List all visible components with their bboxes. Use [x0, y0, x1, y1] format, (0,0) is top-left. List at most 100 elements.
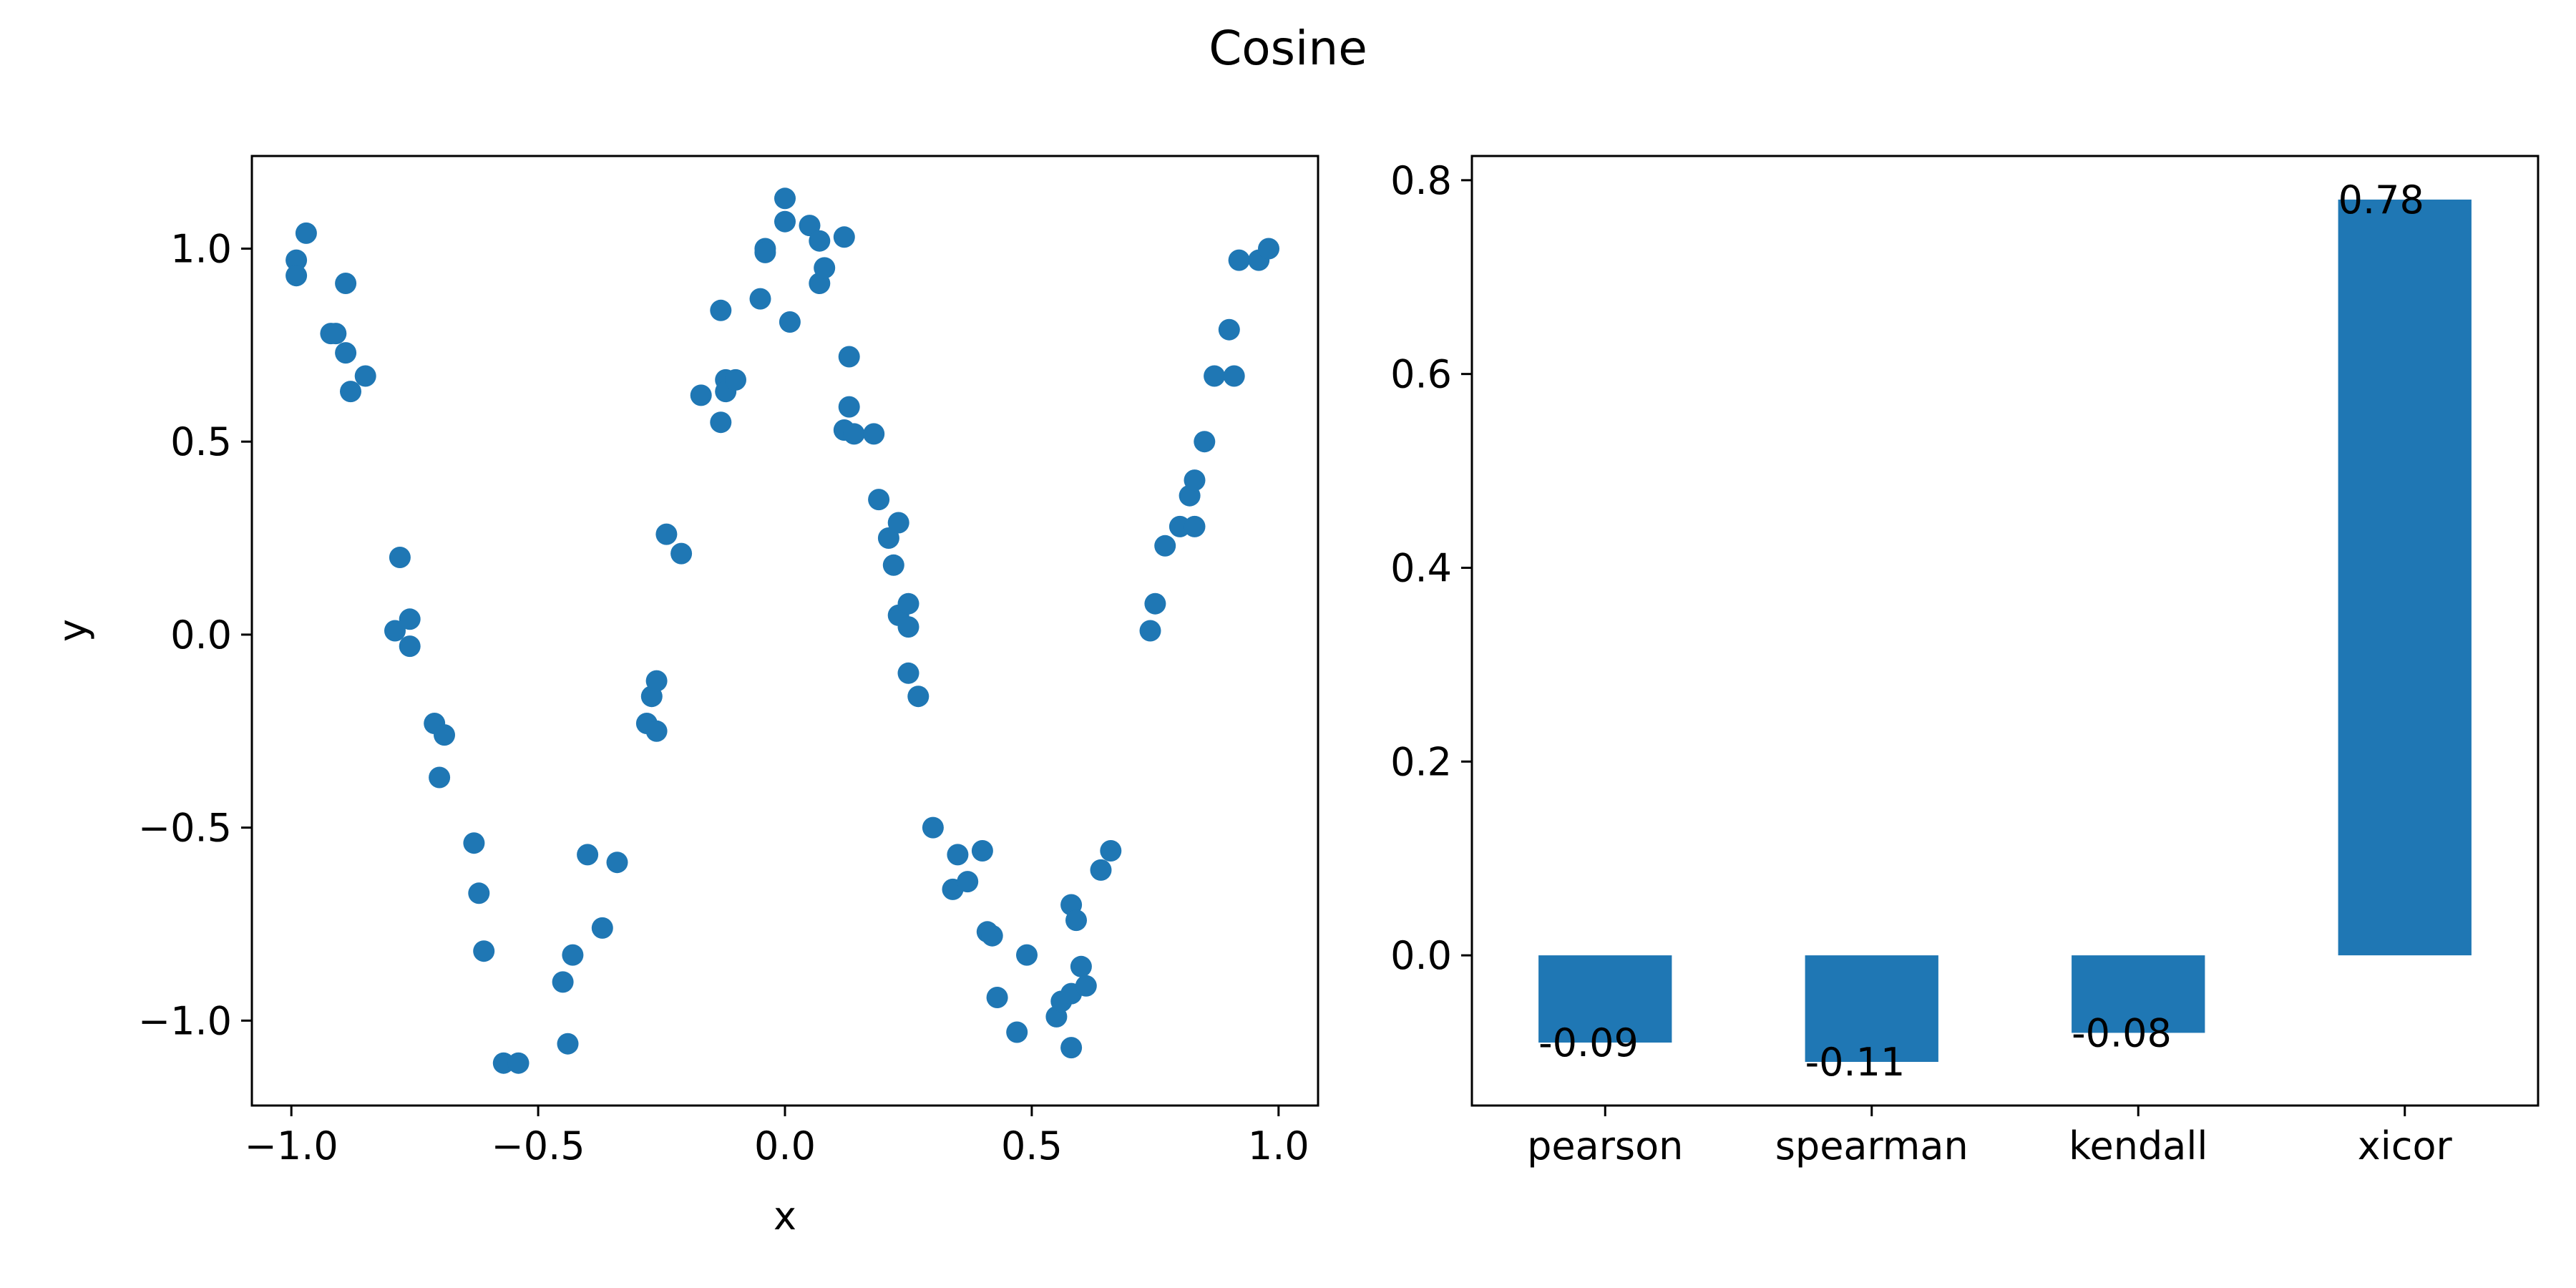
- bar-y-tick-label: 0.4: [1390, 545, 1452, 590]
- scatter-point: [1144, 592, 1166, 615]
- scatter-point: [1218, 318, 1240, 341]
- scatter-x-tick-label: 0.0: [754, 1123, 816, 1169]
- scatter-x-axis: −1.0 −0.5 0.0 0.5 1.0: [245, 1106, 1309, 1169]
- scatter-x-tick-label: 0.5: [1001, 1123, 1063, 1169]
- scatter-point: [814, 257, 836, 279]
- scatter-point: [1258, 238, 1279, 260]
- scatter-point: [562, 944, 584, 966]
- scatter-point: [1070, 955, 1092, 977]
- scatter-point: [340, 381, 361, 403]
- scatter-point: [710, 411, 732, 434]
- scatter-point: [1016, 944, 1038, 966]
- scatter-point: [897, 662, 919, 684]
- scatter-point: [606, 852, 628, 874]
- scatter-y-tick-label: 1.0: [170, 226, 232, 271]
- scatter-point: [887, 512, 909, 534]
- scatter-point: [335, 342, 357, 364]
- scatter-point: [843, 423, 865, 445]
- scatter-point: [1075, 975, 1097, 997]
- scatter-point: [1169, 515, 1191, 537]
- scatter-point: [897, 616, 919, 638]
- scatter-point: [907, 686, 930, 708]
- bar-x-axis: pearson spearman kendall xicor: [1527, 1106, 2452, 1169]
- scatter-point: [863, 423, 885, 445]
- bar-pearson: [1538, 955, 1672, 1043]
- scatter-point: [645, 670, 668, 692]
- scatter-y-tick-label: −1.0: [138, 998, 232, 1043]
- scatter-y-tick-label: 0.5: [170, 419, 232, 464]
- scatter-point: [774, 210, 796, 233]
- bar-category-label: xicor: [2358, 1123, 2453, 1169]
- scatter-point: [1154, 535, 1176, 557]
- scatter-point: [295, 222, 317, 244]
- scatter-panel: −1.0 −0.5 0.0 0.5 1.0 −1.0 −0.5 0.0 0.5 1.0 x y: [50, 155, 1319, 1239]
- scatter-point: [922, 816, 944, 839]
- scatter-point: [463, 832, 485, 854]
- scatter-y-axis: −1.0 −0.5 0.0 0.5 1.0: [138, 226, 252, 1043]
- bar-category-label: spearman: [1775, 1123, 1968, 1169]
- bar-y-tick-label: 0.0: [1390, 933, 1452, 978]
- scatter-point: [971, 840, 993, 862]
- scatter-point: [577, 844, 599, 866]
- figure-title: Cosine: [1209, 21, 1367, 76]
- scatter-point: [690, 384, 712, 406]
- scatter-point: [655, 523, 678, 545]
- scatter-point: [1184, 469, 1206, 492]
- scatter-point: [1065, 909, 1087, 932]
- scatter-y-tick-label: −0.5: [138, 806, 232, 851]
- scatter-point: [774, 187, 796, 210]
- scatter-points: [286, 187, 1279, 1074]
- scatter-point: [492, 1052, 514, 1074]
- scatter-point: [399, 608, 421, 630]
- bar-value-label: -0.08: [2072, 1010, 2172, 1055]
- scatter-point: [286, 249, 308, 271]
- scatter-point: [354, 365, 376, 387]
- scatter-point: [838, 346, 860, 368]
- scatter-point: [1090, 859, 1112, 881]
- scatter-point: [399, 635, 421, 658]
- bar-y-axis: 0.0 0.2 0.4 0.6 0.8: [1390, 158, 1472, 978]
- scatter-point: [754, 241, 776, 263]
- scatter-point: [882, 554, 904, 576]
- scatter-point: [868, 489, 890, 511]
- bar-value-label: -0.09: [1538, 1020, 1639, 1065]
- scatter-point: [557, 1033, 579, 1055]
- scatter-point: [1204, 365, 1226, 387]
- scatter-point: [799, 215, 821, 237]
- scatter-point: [325, 323, 347, 345]
- scatter-point: [1194, 431, 1216, 453]
- scatter-y-axis-title: y: [50, 619, 95, 642]
- bar-axes-frame: [1470, 155, 2540, 1107]
- scatter-x-tick-label: −1.0: [245, 1123, 338, 1169]
- scatter-point: [1228, 249, 1250, 271]
- scatter-point: [1006, 1021, 1028, 1043]
- scatter-point: [838, 396, 860, 418]
- bar-y-tick-label: 0.6: [1390, 352, 1452, 397]
- scatter-point: [1184, 515, 1206, 537]
- scatter-point: [434, 724, 455, 746]
- scatter-point: [725, 369, 746, 391]
- scatter-point: [877, 527, 899, 549]
- scatter-point: [591, 917, 613, 939]
- bar-value-labels: -0.09 -0.11 -0.08 0.78: [1538, 177, 2424, 1085]
- scatter-point: [749, 288, 771, 310]
- scatter-y-tick-label: 0.0: [170, 613, 232, 658]
- scatter-point: [833, 226, 855, 248]
- scatter-point: [986, 987, 1008, 1008]
- scatter-point: [286, 265, 308, 287]
- scatter-point: [389, 547, 411, 568]
- bar-category-label: kendall: [2069, 1123, 2207, 1169]
- scatter-point: [335, 273, 357, 294]
- scatter-point: [473, 940, 495, 962]
- bar-kendall: [2072, 955, 2205, 1033]
- bar-value-label: -0.11: [1805, 1040, 1906, 1085]
- scatter-point: [809, 230, 831, 252]
- bar-xicor: [2338, 199, 2472, 956]
- bars: [1538, 199, 2472, 1062]
- bar-spearman: [1805, 955, 1938, 1062]
- scatter-point: [429, 766, 451, 789]
- scatter-point: [670, 542, 693, 565]
- scatter-point: [957, 871, 979, 893]
